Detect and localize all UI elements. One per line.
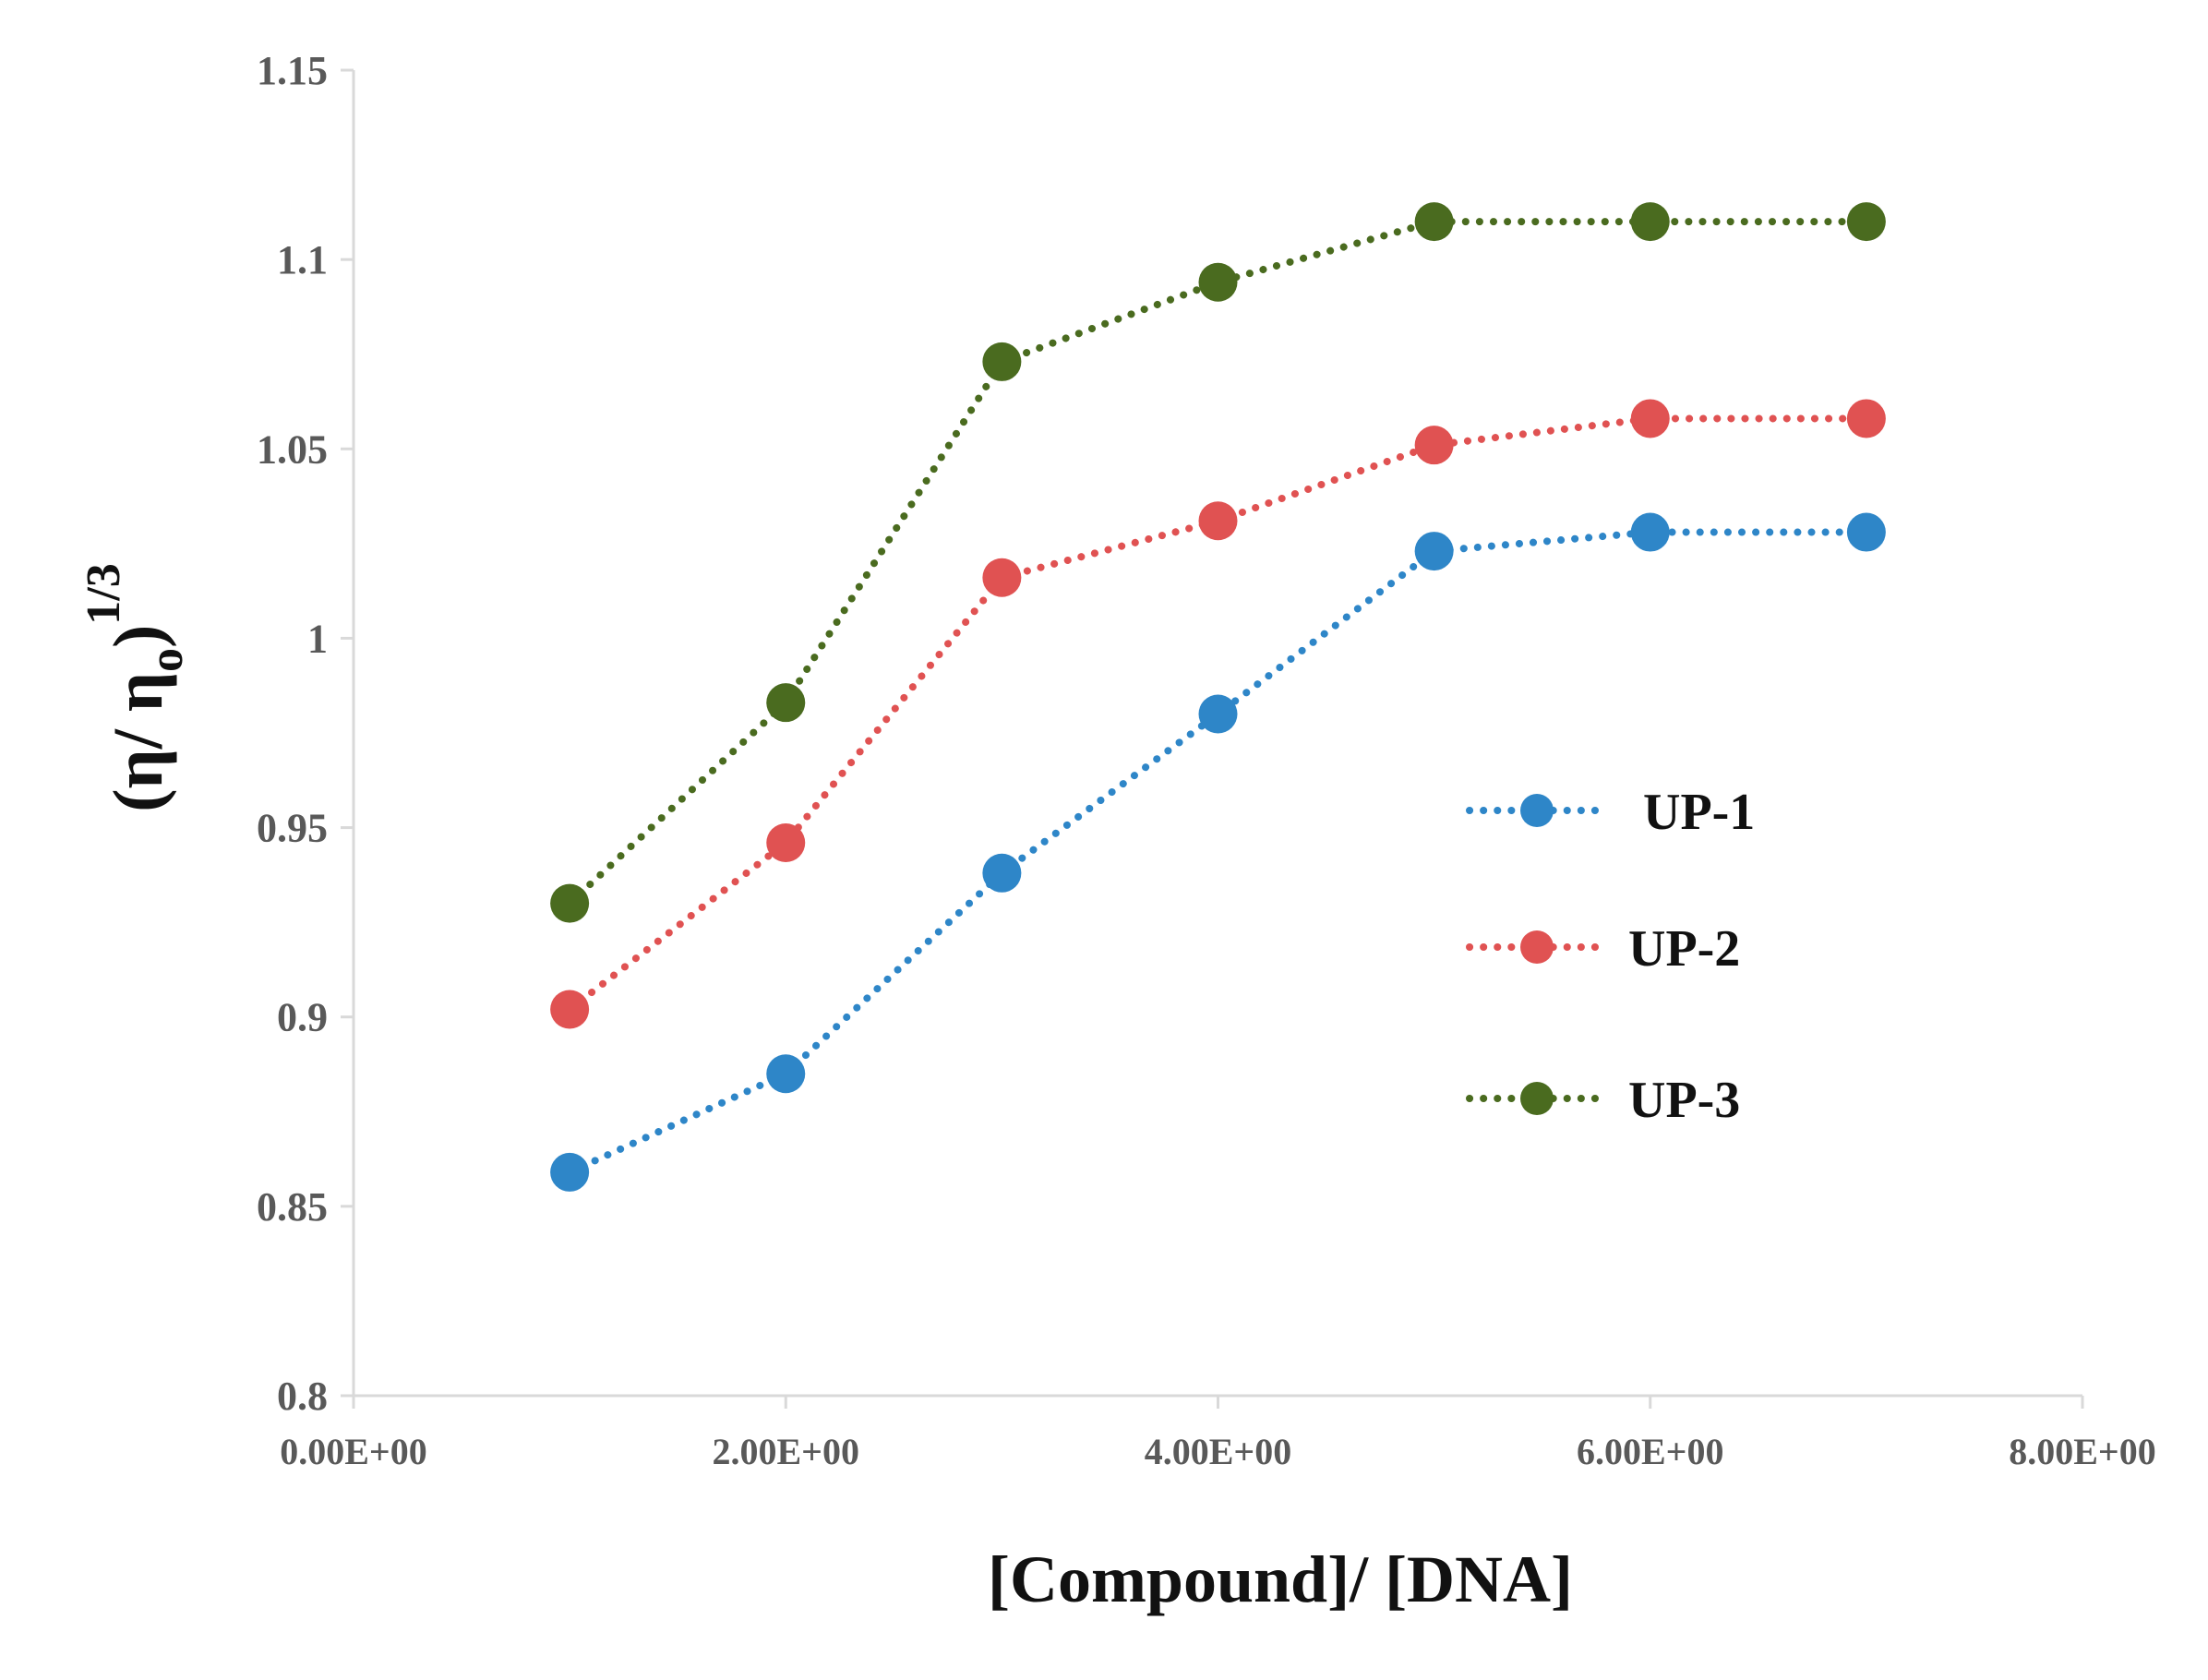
data-point-up-3 (550, 883, 590, 923)
y-tick-label: 0.85 (257, 1184, 328, 1230)
data-point-up-1 (1414, 532, 1454, 571)
y-tick-label: 1.1 (277, 237, 328, 282)
data-point-up-2 (1198, 501, 1238, 541)
y-tick-label: 1.15 (257, 48, 328, 93)
data-point-up-3 (982, 342, 1022, 381)
y-tick-label: 0.8 (277, 1374, 328, 1419)
legend-marker-up-1 (1520, 794, 1554, 827)
legend-item-up-1: UP-1 (1466, 784, 1755, 841)
y-axis-title-subscript: o (140, 648, 193, 672)
legend-label-up-2: UP-2 (1628, 920, 1740, 978)
series-layer (550, 202, 1886, 1192)
data-point-up-1 (982, 853, 1022, 893)
x-tick-label: 2.00E+00 (713, 1431, 859, 1472)
data-point-up-1 (766, 1054, 806, 1094)
data-point-up-1 (1630, 512, 1670, 552)
legend-marker-up-3 (1520, 1082, 1554, 1115)
data-point-up-3 (766, 683, 806, 723)
data-point-up-2 (550, 990, 590, 1029)
x-ticks: 0.00E+00 2.00E+00 4.00E+00 6.00E+00 8.00E+00 (280, 1396, 2156, 1472)
x-tick-label: 8.00E+00 (2009, 1431, 2155, 1472)
y-ticks: 0.8 0.85 0.9 0.95 1 1.05 1.1 1.15 (257, 48, 354, 1419)
legend-marker-up-2 (1520, 930, 1554, 964)
y-axis-title-main: (η/ η (100, 672, 177, 812)
y-axis-title: (η/ ηo)1/3 (78, 563, 193, 812)
data-point-up-1 (1198, 694, 1238, 734)
data-point-up-2 (766, 822, 806, 862)
data-point-up-3 (1414, 202, 1454, 242)
y-axis-title-superscript: 1/3 (78, 563, 130, 624)
series-up-3 (550, 202, 1886, 923)
data-point-up-2 (982, 558, 1022, 597)
x-tick-label: 6.00E+00 (1577, 1431, 1723, 1472)
x-axis-title: [Compound]/ [DNA] (988, 1542, 1573, 1616)
legend-label-up-3: UP-3 (1628, 1072, 1740, 1129)
series-up-1 (550, 512, 1886, 1192)
y-tick-label: 1.05 (257, 426, 328, 472)
data-point-up-3 (1630, 202, 1670, 242)
x-tick-label: 4.00E+00 (1145, 1431, 1291, 1472)
y-axis-title-close: ) (100, 625, 177, 648)
data-point-up-2 (1414, 426, 1454, 465)
data-point-up-2 (1846, 399, 1886, 438)
data-point-up-1 (550, 1152, 590, 1192)
data-point-up-2 (1630, 399, 1670, 438)
legend-item-up-3: UP-3 (1466, 1072, 1740, 1129)
data-point-up-3 (1198, 262, 1238, 302)
data-point-up-1 (1846, 512, 1886, 552)
legend-item-up-2: UP-2 (1466, 920, 1740, 978)
y-tick-label: 1 (307, 616, 328, 661)
series-up-2 (550, 399, 1886, 1029)
legend-label-up-1: UP-1 (1643, 784, 1755, 841)
y-tick-label: 0.95 (257, 806, 328, 851)
data-point-up-3 (1846, 202, 1886, 242)
x-tick-label: 0.00E+00 (280, 1431, 426, 1472)
y-tick-label: 0.9 (277, 995, 328, 1040)
legend: UP-1 UP-2 UP-3 (1466, 784, 1755, 1129)
